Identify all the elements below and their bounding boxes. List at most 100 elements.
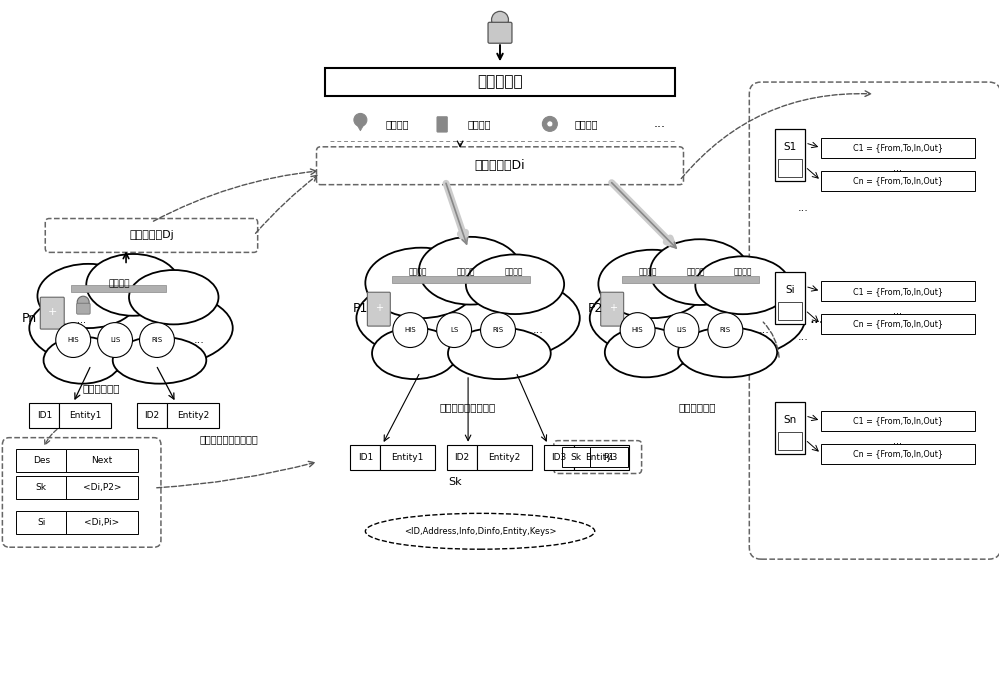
Circle shape — [437, 313, 472, 347]
Ellipse shape — [29, 285, 233, 371]
Text: ...: ... — [893, 162, 902, 173]
Text: C1 = {From,To,In,Out}: C1 = {From,To,In,Out} — [853, 287, 943, 295]
Bar — [775, 129, 805, 181]
Bar — [775, 272, 805, 324]
Text: ...: ... — [893, 306, 902, 316]
Bar — [16, 512, 66, 534]
Text: ...: ... — [759, 325, 770, 335]
Text: ...: ... — [77, 505, 86, 514]
Ellipse shape — [365, 513, 595, 550]
Text: Entity1: Entity1 — [69, 411, 101, 420]
FancyBboxPatch shape — [554, 440, 642, 473]
Text: 服务路由器Dj: 服务路由器Dj — [129, 230, 174, 241]
Text: ID1: ID1 — [37, 411, 52, 420]
Bar — [821, 171, 975, 190]
Text: RIS: RIS — [151, 337, 163, 343]
Text: HIS: HIS — [67, 337, 79, 343]
Text: Next: Next — [91, 456, 113, 465]
Circle shape — [620, 313, 655, 347]
Text: Sk: Sk — [570, 453, 581, 461]
Text: 线上问诊: 线上问诊 — [467, 119, 491, 129]
Bar — [775, 402, 805, 454]
Text: Des: Des — [33, 456, 50, 465]
Text: ID2: ID2 — [455, 453, 470, 461]
Bar — [380, 444, 435, 470]
Bar — [821, 138, 975, 158]
Bar — [66, 512, 138, 534]
Bar — [137, 402, 167, 428]
Text: C1 = {From,To,In,Out}: C1 = {From,To,In,Out} — [853, 416, 943, 425]
Text: 科室查询: 科室查询 — [734, 268, 753, 277]
Text: S1: S1 — [784, 142, 797, 152]
Circle shape — [77, 296, 89, 308]
Text: Cn = {From,To,In,Out}: Cn = {From,To,In,Out} — [853, 176, 943, 186]
Text: Entity2: Entity2 — [488, 453, 521, 461]
Circle shape — [481, 313, 515, 347]
Text: Si: Si — [37, 518, 45, 527]
Text: 病例信息转移服务调用: 病例信息转移服务调用 — [199, 435, 258, 444]
Bar — [562, 447, 590, 467]
FancyBboxPatch shape — [2, 438, 161, 547]
Bar — [821, 314, 975, 334]
Bar — [71, 286, 166, 292]
Text: Si: Si — [785, 286, 795, 295]
Text: <Di,P2>: <Di,P2> — [83, 484, 121, 493]
Text: ...: ... — [193, 335, 204, 345]
Text: +: + — [375, 303, 383, 313]
Ellipse shape — [44, 337, 121, 384]
Text: <Di,Pi>: <Di,Pi> — [84, 518, 120, 527]
FancyBboxPatch shape — [45, 218, 258, 253]
Text: ...: ... — [798, 202, 809, 213]
Ellipse shape — [86, 254, 180, 316]
FancyBboxPatch shape — [77, 303, 90, 314]
Bar — [590, 447, 628, 467]
Ellipse shape — [466, 255, 564, 314]
Bar — [821, 411, 975, 430]
Ellipse shape — [419, 237, 522, 304]
Circle shape — [140, 323, 174, 358]
Text: 线上问诊: 线上问诊 — [686, 268, 705, 277]
Ellipse shape — [37, 264, 139, 328]
Text: Pn: Pn — [21, 312, 36, 325]
FancyBboxPatch shape — [749, 82, 1000, 559]
Text: Entity2: Entity2 — [177, 411, 209, 420]
Circle shape — [492, 11, 508, 28]
Text: 预约挂号: 预约挂号 — [409, 268, 427, 277]
FancyBboxPatch shape — [601, 292, 624, 326]
Text: 挂号服务: 挂号服务 — [385, 119, 409, 129]
Text: Entity1: Entity1 — [392, 453, 424, 461]
FancyBboxPatch shape — [488, 22, 512, 43]
Text: 病例服务: 病例服务 — [108, 280, 130, 289]
Text: C1 = {From,To,In,Out}: C1 = {From,To,In,Out} — [853, 144, 943, 153]
Bar — [544, 444, 574, 470]
Text: ...: ... — [893, 435, 902, 446]
Polygon shape — [356, 124, 364, 131]
Text: 服务路由器Di: 服务路由器Di — [475, 159, 525, 172]
FancyBboxPatch shape — [367, 292, 390, 326]
Bar — [622, 276, 759, 284]
Text: HIS: HIS — [404, 327, 416, 333]
Text: ID2: ID2 — [144, 411, 160, 420]
Ellipse shape — [590, 272, 805, 364]
Text: 科室查询: 科室查询 — [505, 268, 523, 277]
Bar — [16, 449, 66, 472]
Text: ...: ... — [798, 332, 809, 342]
Bar — [778, 302, 802, 320]
Text: 萧山区中医院: 萧山区中医院 — [679, 402, 716, 412]
Bar — [66, 449, 138, 472]
Bar — [167, 402, 219, 428]
Text: ID3: ID3 — [551, 453, 566, 461]
Text: RIS: RIS — [720, 327, 731, 333]
Bar — [16, 477, 66, 499]
Circle shape — [664, 313, 699, 347]
Bar — [477, 444, 532, 470]
Bar — [59, 402, 111, 428]
Ellipse shape — [605, 328, 687, 377]
Ellipse shape — [113, 337, 206, 384]
Ellipse shape — [678, 328, 777, 377]
Text: HIS: HIS — [632, 327, 643, 333]
Circle shape — [708, 313, 743, 347]
Bar — [574, 444, 629, 470]
FancyBboxPatch shape — [437, 117, 447, 132]
Text: 北京协和医院: 北京协和医院 — [82, 383, 120, 393]
